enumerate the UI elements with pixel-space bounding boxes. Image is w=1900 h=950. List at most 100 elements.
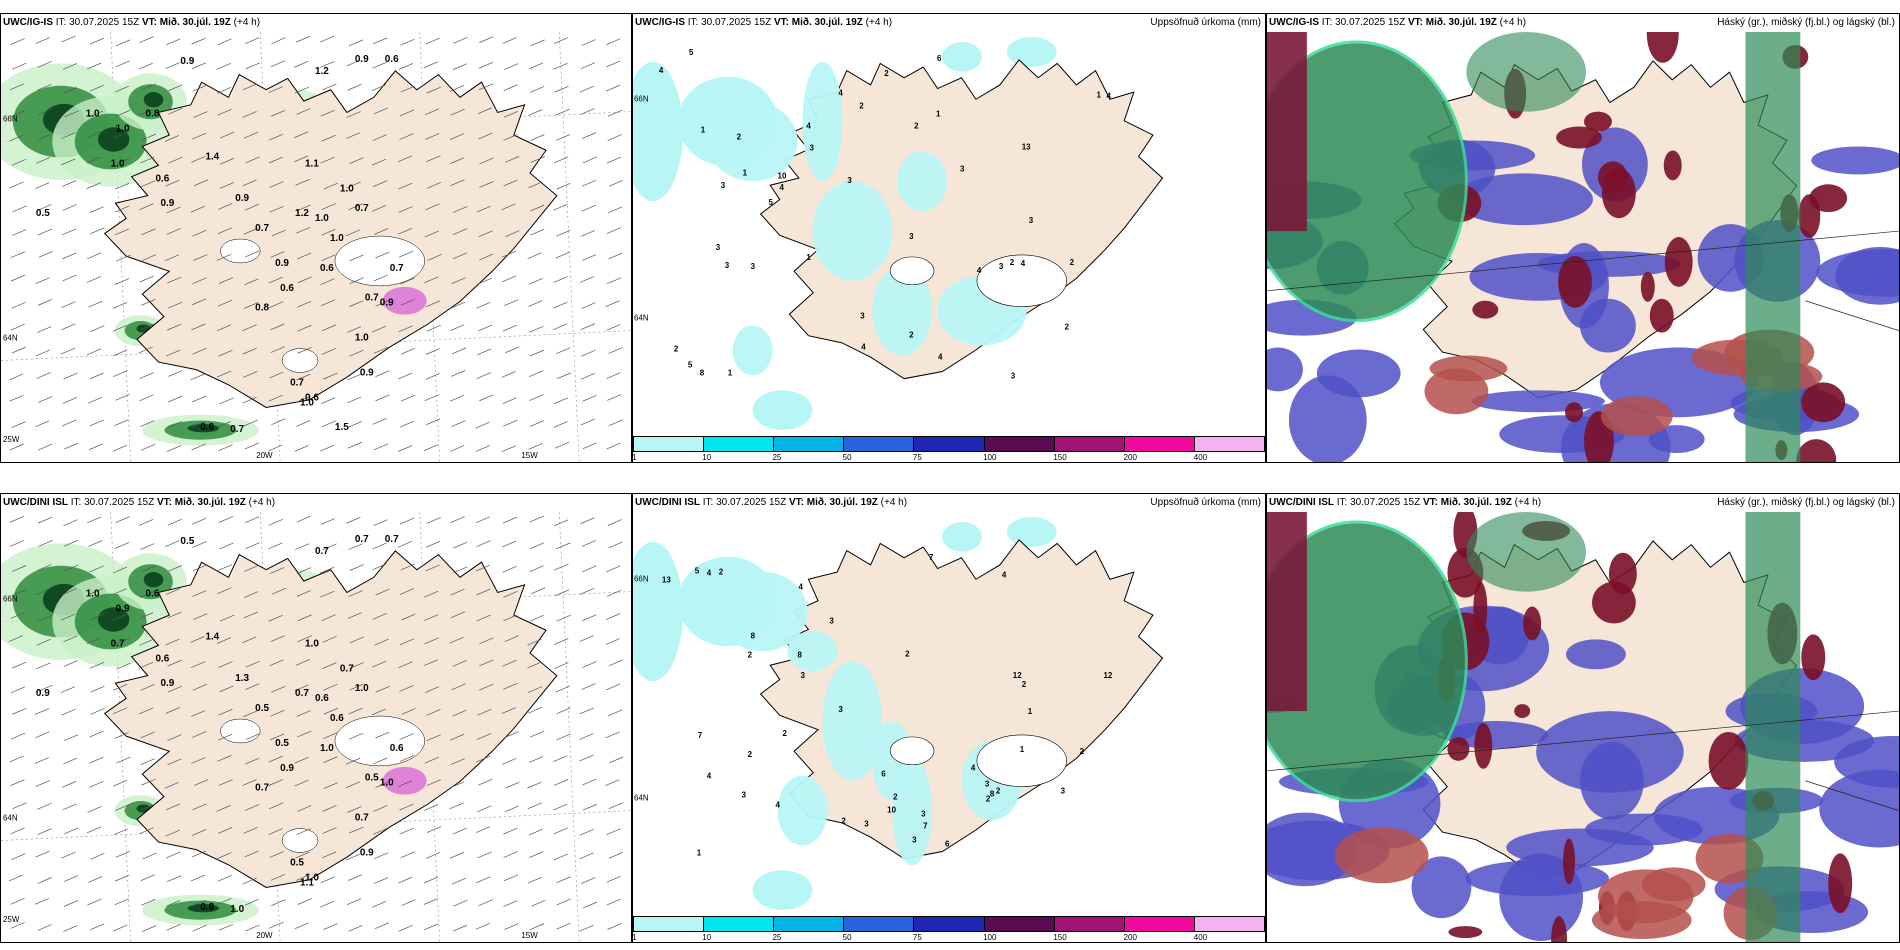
wind-barb xyxy=(10,38,25,45)
wind-barb xyxy=(37,877,52,884)
wind-barb xyxy=(476,372,491,379)
wind-barb xyxy=(371,901,387,908)
wind-barb xyxy=(192,298,207,306)
precip-value: 4 xyxy=(1107,92,1112,101)
mid-cloud xyxy=(1474,723,1493,769)
wind-barb xyxy=(191,132,207,140)
wind-barb xyxy=(268,133,284,141)
wind-barb xyxy=(426,324,441,332)
wind-value: 0.6 xyxy=(280,283,294,294)
wind-barb xyxy=(398,325,413,333)
wind-barb xyxy=(270,635,286,642)
wind-barb xyxy=(142,852,157,860)
wind-map-svg: 0.91.20.9 0.61.01.00.81.01.40.60.9 0.91.11… xyxy=(1,32,631,462)
wind-barb xyxy=(11,853,26,860)
wind-barb xyxy=(580,62,596,70)
wind-barb xyxy=(140,758,155,765)
low-cloud xyxy=(1537,250,1681,277)
mid-cloud xyxy=(1708,731,1749,790)
mid-cloud xyxy=(1514,704,1531,719)
wind-barb xyxy=(347,373,362,381)
wind-barb xyxy=(582,156,598,164)
cloud-map-svg xyxy=(1267,512,1899,942)
wind-barb xyxy=(35,588,50,595)
wind-barb xyxy=(217,827,233,834)
wind-barb xyxy=(64,827,79,835)
wind-barb xyxy=(37,228,52,236)
wind-barb xyxy=(190,636,205,643)
wind-barb xyxy=(348,590,363,597)
wind-barb xyxy=(218,708,233,716)
mid-cloud xyxy=(1334,827,1429,884)
wind-barb xyxy=(450,157,465,164)
wind-barb xyxy=(139,36,154,43)
wind-barb xyxy=(140,156,155,164)
precip-area xyxy=(1006,516,1057,547)
wind-barb xyxy=(216,637,232,644)
wind-barb xyxy=(12,62,27,70)
wind-barb xyxy=(269,921,284,929)
wind-barb xyxy=(62,588,77,596)
mid-cloud xyxy=(1551,916,1568,942)
wind-barb xyxy=(397,372,413,380)
wind-barb xyxy=(425,373,440,380)
wind-barb xyxy=(296,226,311,234)
wind-barb xyxy=(296,35,311,43)
wind-map-svg: 0.50.70.7 0.71.00.90.60.71.40.60.9 1.31.00… xyxy=(1,512,631,942)
wind-barb xyxy=(529,62,544,70)
wind-barb xyxy=(372,757,388,765)
wind-barb xyxy=(502,397,517,404)
wind-barb xyxy=(528,756,544,763)
colorbar-tick: 400 xyxy=(1193,933,1208,942)
wind-barb xyxy=(348,924,363,932)
lon-label: 15W xyxy=(521,931,538,940)
wind-barb xyxy=(375,299,390,307)
colorbar-swatch xyxy=(1124,437,1195,451)
wind-barb xyxy=(9,83,25,91)
wind-barb xyxy=(582,614,597,621)
wind-barb xyxy=(425,37,440,45)
wind-barb xyxy=(425,686,440,693)
high-cloud xyxy=(1466,32,1586,112)
wind-barb xyxy=(399,133,414,140)
wind-barb xyxy=(218,203,233,210)
wind-barb xyxy=(296,710,312,717)
wind-barb xyxy=(37,299,53,306)
wind-barb xyxy=(139,639,154,646)
glacier xyxy=(220,238,261,264)
wind-barb xyxy=(269,181,284,188)
wind-barb xyxy=(606,324,621,331)
wind-barb xyxy=(449,802,464,810)
wind-barb xyxy=(553,755,568,763)
mid-cloud xyxy=(1473,581,1488,636)
wind-barb xyxy=(323,372,338,380)
wind-barb xyxy=(579,707,594,715)
wind-value: 0.6 xyxy=(156,653,170,664)
wind-barb xyxy=(527,661,542,669)
wind-barb xyxy=(295,659,310,666)
wind-barb xyxy=(449,733,465,741)
precip-value: 4 xyxy=(707,569,712,578)
wind-barb xyxy=(113,370,128,377)
wind-barb xyxy=(373,274,388,282)
wind-barb xyxy=(64,539,79,547)
wind-barb xyxy=(242,636,257,644)
colorbar-swatches xyxy=(633,436,1265,452)
wind-barb xyxy=(400,755,415,762)
wind-barb xyxy=(218,923,234,931)
wind-barb xyxy=(193,254,208,261)
wind-barb xyxy=(476,540,491,547)
precip-value: 8 xyxy=(797,650,802,659)
wind-barb xyxy=(217,587,232,594)
wind-barb xyxy=(321,324,337,332)
low-cloud xyxy=(1819,769,1899,848)
high-cloud xyxy=(1267,40,1468,323)
wind-barb xyxy=(477,107,493,115)
wind-barb xyxy=(268,444,283,452)
wind-barb xyxy=(141,803,156,811)
boundary-line xyxy=(1805,300,1899,331)
wind-barb xyxy=(529,542,545,550)
wind-barb xyxy=(114,732,129,739)
wind-barb xyxy=(244,850,259,858)
wind-barb xyxy=(529,565,544,573)
